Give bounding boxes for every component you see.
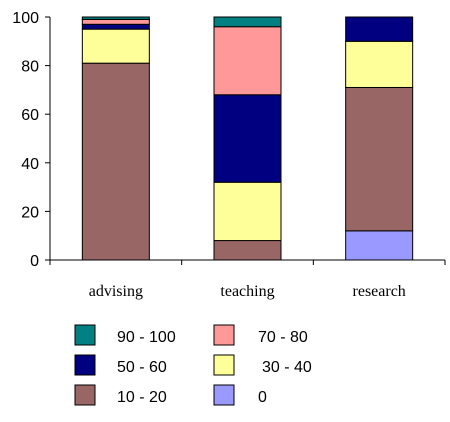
bar-segment — [81, 62, 150, 261]
bar-segment — [345, 86, 414, 232]
y-tick-label: 20 — [21, 204, 39, 221]
legend-swatch — [213, 384, 235, 406]
x-category-label: research — [353, 283, 406, 300]
legend-label: 90 - 100 — [117, 329, 176, 346]
legend-label: 30 - 40 — [262, 359, 312, 376]
x-axis: advising teaching research — [49, 259, 446, 300]
legend-swatch — [213, 354, 235, 376]
legend-label: 0 — [258, 389, 267, 406]
y-axis: 0 20 40 60 80 100 — [12, 10, 51, 270]
bar-segment — [213, 181, 282, 242]
bar-segment — [213, 240, 282, 261]
bar-segment — [345, 40, 414, 88]
legend-label: 50 - 60 — [117, 359, 167, 376]
legend-swatch — [74, 324, 96, 346]
bar-segment — [213, 16, 282, 28]
x-category-label: teaching — [220, 283, 274, 300]
bars — [81, 16, 414, 261]
legend: 90 - 100 70 - 80 50 - 60 30 - 40 10 - 20 0 — [74, 324, 312, 406]
legend-swatch — [74, 384, 96, 406]
y-tick-label: 60 — [21, 107, 39, 124]
x-category-label: advising — [89, 283, 143, 300]
y-tick-label: 100 — [12, 10, 39, 27]
bar-segment — [81, 16, 150, 20]
bar-segment — [213, 26, 282, 96]
legend-label: 70 - 80 — [258, 329, 308, 346]
bar-segment — [81, 18, 150, 25]
bar-segment — [81, 28, 150, 64]
bar-segment — [213, 94, 282, 183]
bar-segment — [345, 230, 414, 261]
y-tick-label: 0 — [30, 253, 39, 270]
legend-swatch — [213, 324, 235, 346]
bar-segment — [345, 16, 414, 42]
legend-swatch — [74, 354, 96, 376]
legend-label: 10 - 20 — [117, 389, 167, 406]
y-tick-label: 80 — [21, 59, 39, 76]
bar-segment — [81, 23, 150, 30]
y-tick-label: 40 — [21, 156, 39, 173]
